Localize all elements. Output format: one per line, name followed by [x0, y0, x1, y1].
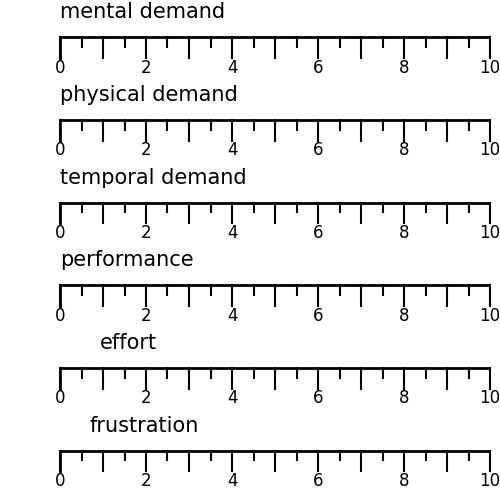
Text: 6: 6 [313, 472, 323, 490]
Text: 6: 6 [313, 141, 323, 159]
Text: 8: 8 [399, 472, 409, 490]
Text: 10: 10 [480, 472, 500, 490]
Text: 0: 0 [55, 141, 65, 159]
Text: 10: 10 [480, 141, 500, 159]
Text: physical demand: physical demand [60, 85, 238, 105]
Text: 8: 8 [399, 389, 409, 407]
Text: 2: 2 [140, 59, 151, 77]
Text: 6: 6 [313, 307, 323, 325]
Text: 10: 10 [480, 59, 500, 77]
Text: 0: 0 [55, 59, 65, 77]
Text: 2: 2 [140, 224, 151, 242]
Text: 4: 4 [227, 472, 237, 490]
Text: 0: 0 [55, 389, 65, 407]
Text: 8: 8 [399, 224, 409, 242]
Text: 10: 10 [480, 224, 500, 242]
Text: effort: effort [100, 333, 157, 353]
Text: performance: performance [60, 250, 194, 270]
Text: 4: 4 [227, 141, 237, 159]
Text: 4: 4 [227, 307, 237, 325]
Text: 4: 4 [227, 389, 237, 407]
Text: 6: 6 [313, 224, 323, 242]
Text: 10: 10 [480, 389, 500, 407]
Text: 8: 8 [399, 141, 409, 159]
Text: 0: 0 [55, 472, 65, 490]
Text: 2: 2 [140, 307, 151, 325]
Text: 2: 2 [140, 389, 151, 407]
Text: 4: 4 [227, 59, 237, 77]
Text: 8: 8 [399, 307, 409, 325]
Text: frustration: frustration [90, 416, 200, 435]
Text: 0: 0 [55, 307, 65, 325]
Text: 6: 6 [313, 389, 323, 407]
Text: mental demand: mental demand [60, 2, 225, 22]
Text: 10: 10 [480, 307, 500, 325]
Text: 2: 2 [140, 472, 151, 490]
Text: 0: 0 [55, 224, 65, 242]
Text: 6: 6 [313, 59, 323, 77]
Text: 8: 8 [399, 59, 409, 77]
Text: temporal demand: temporal demand [60, 168, 246, 187]
Text: 4: 4 [227, 224, 237, 242]
Text: 2: 2 [140, 141, 151, 159]
